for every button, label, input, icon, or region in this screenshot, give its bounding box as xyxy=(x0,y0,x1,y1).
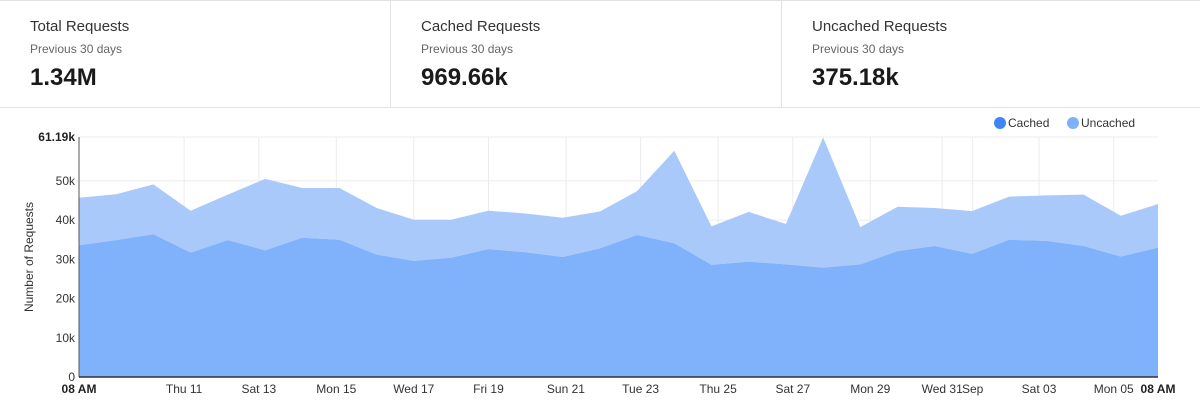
stat-value: 1.34M xyxy=(30,64,97,91)
requests-area-chart[interactable]: 0 10k 20k 30k 40k 50k 61.19k Number of Requests… xyxy=(0,108,1200,405)
y-tick-label: 0 xyxy=(68,370,75,384)
x-tick-label: Thu 25 xyxy=(699,382,737,396)
stat-title: Uncached Requests xyxy=(812,18,948,35)
legend-swatch-uncached xyxy=(1067,117,1079,129)
x-tick-label: Tue 23 xyxy=(622,382,659,396)
legend-label-cached: Cached xyxy=(1008,116,1049,130)
x-tick-label: Sat 13 xyxy=(241,382,276,396)
stats-bar: Total Requests Previous 30 days 1.34M Ca… xyxy=(0,0,1200,108)
y-tick-label: 30k xyxy=(56,252,76,266)
x-tick-label: Wed 31 xyxy=(922,382,963,396)
y-tick-label: 10k xyxy=(56,331,76,345)
legend-swatch-cached xyxy=(994,117,1006,129)
x-start-label: 08 AM xyxy=(62,382,97,396)
series-uncached-area[interactable] xyxy=(79,137,1158,268)
x-tick-label: Mon 05 xyxy=(1094,382,1134,396)
x-tick-label: Sat 03 xyxy=(1022,382,1057,396)
x-tick-label: Fri 19 xyxy=(473,382,504,396)
y-axis-title: Number of Requests xyxy=(22,202,36,312)
stat-title: Cached Requests xyxy=(421,18,541,35)
x-end-label: 08 AM xyxy=(1141,382,1176,396)
y-tick-label: 40k xyxy=(56,213,76,227)
legend-label-uncached: Uncached xyxy=(1081,116,1135,130)
stat-cached-requests[interactable]: Cached Requests Previous 30 days 969.66k xyxy=(391,1,782,107)
y-tick-label: 20k xyxy=(56,292,76,306)
x-tick-label: Wed 17 xyxy=(393,382,434,396)
stat-subtitle: Previous 30 days xyxy=(812,42,905,56)
stat-subtitle: Previous 30 days xyxy=(30,42,123,56)
x-tick-label: Sat 27 xyxy=(775,382,810,396)
y-max-label: 61.19k xyxy=(38,130,75,144)
stat-title: Total Requests xyxy=(30,18,130,35)
stat-value: 969.66k xyxy=(421,64,508,91)
x-tick-label: Sep xyxy=(962,382,984,396)
series-cached-area[interactable] xyxy=(79,234,1158,377)
x-tick-label: Thu 11 xyxy=(166,382,203,396)
y-tick-label: 50k xyxy=(56,174,76,188)
stat-subtitle: Previous 30 days xyxy=(421,42,514,56)
x-tick-label: Sun 21 xyxy=(547,382,585,396)
x-tick-label: Mon 29 xyxy=(850,382,890,396)
stat-total-requests[interactable]: Total Requests Previous 30 days 1.34M xyxy=(0,1,391,107)
stat-uncached-requests[interactable]: Uncached Requests Previous 30 days 375.1… xyxy=(782,1,1200,107)
x-tick-label: Mon 15 xyxy=(316,382,356,396)
stat-value: 375.18k xyxy=(812,64,899,91)
